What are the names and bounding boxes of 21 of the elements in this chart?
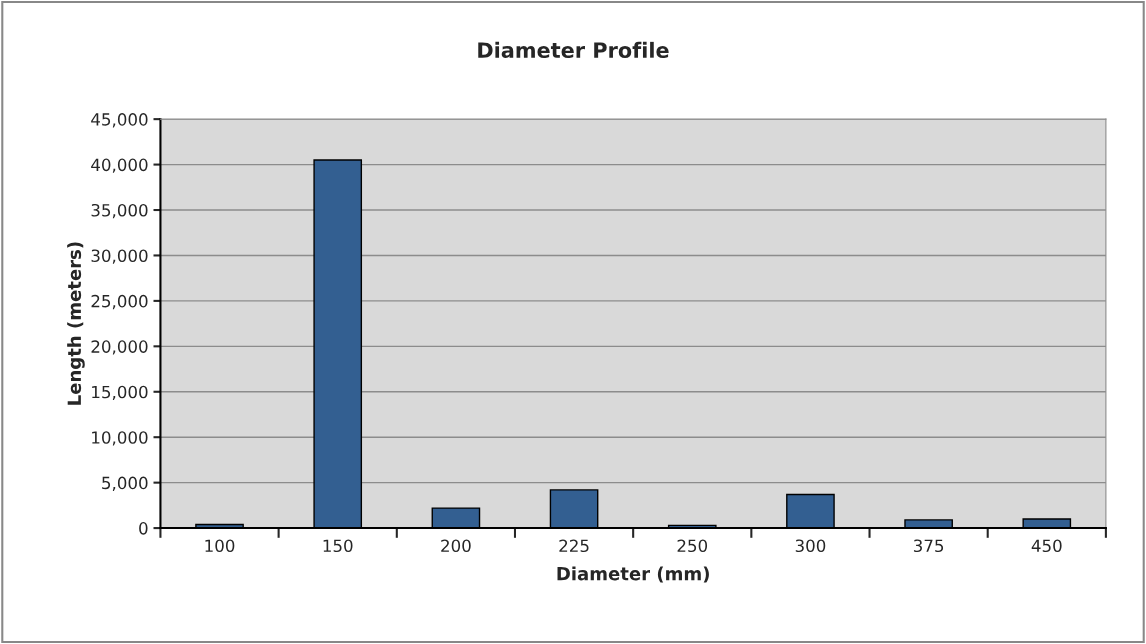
x-tick-label: 225 bbox=[559, 539, 589, 553]
x-tick-label: 375 bbox=[913, 539, 944, 553]
y-tick-label: 5,000 bbox=[102, 476, 148, 491]
y-tick-label: 35,000 bbox=[91, 203, 148, 219]
x-tick-label: 450 bbox=[1031, 539, 1062, 553]
y-tick-label: 10,000 bbox=[92, 431, 148, 446]
x-axis-title: Diameter (mm) bbox=[557, 566, 709, 583]
x-tick-label: 250 bbox=[677, 539, 708, 553]
chart-title: Diameter Profile bbox=[478, 41, 669, 58]
x-tick-label: 300 bbox=[795, 539, 826, 553]
y-tick-label: 40,000 bbox=[91, 158, 148, 173]
y-tick-label: 20,000 bbox=[91, 340, 148, 355]
x-tick-label: 150 bbox=[323, 539, 353, 553]
x-tick-label: 200 bbox=[441, 539, 471, 553]
y-tick-label: 15,000 bbox=[92, 385, 148, 401]
y-tick-label: 25,000 bbox=[91, 294, 148, 310]
y-tick-label: 0 bbox=[139, 522, 148, 535]
y-axis-title: Length (meters) bbox=[67, 242, 85, 405]
x-tick-label: 100 bbox=[205, 539, 235, 553]
y-tick-label: 45,000 bbox=[91, 113, 148, 128]
y-tick-label: 30,000 bbox=[91, 249, 148, 264]
